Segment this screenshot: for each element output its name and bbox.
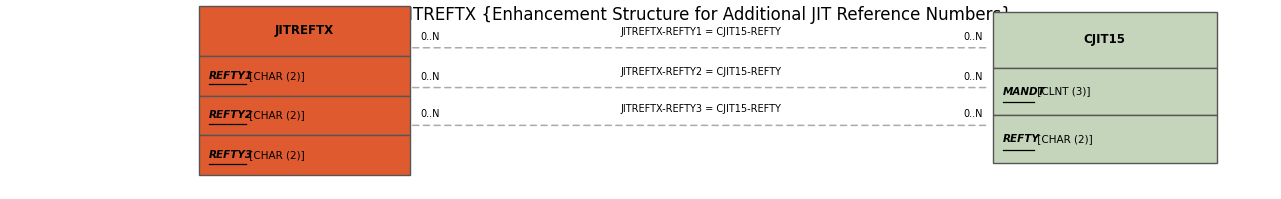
FancyBboxPatch shape: [993, 115, 1217, 163]
Text: MANDT: MANDT: [1003, 87, 1045, 97]
FancyBboxPatch shape: [199, 6, 410, 56]
Text: CJIT15: CJIT15: [1084, 33, 1126, 46]
FancyBboxPatch shape: [199, 135, 410, 175]
Text: [CHAR (2)]: [CHAR (2)]: [246, 71, 305, 81]
FancyBboxPatch shape: [199, 96, 410, 135]
Text: JITREFTX: JITREFTX: [274, 24, 334, 37]
Text: 0..N: 0..N: [963, 72, 983, 82]
Text: SAP ABAP table JITREFTX {Enhancement Structure for Additional JIT Reference Numb: SAP ABAP table JITREFTX {Enhancement Str…: [269, 6, 1012, 24]
Text: 0..N: 0..N: [420, 109, 439, 119]
Text: JITREFTX-REFTY2 = CJIT15-REFTY: JITREFTX-REFTY2 = CJIT15-REFTY: [621, 67, 781, 77]
FancyBboxPatch shape: [199, 56, 410, 96]
Text: 0..N: 0..N: [420, 72, 439, 82]
FancyBboxPatch shape: [993, 12, 1217, 68]
Text: 0..N: 0..N: [963, 109, 983, 119]
Text: JITREFTX-REFTY3 = CJIT15-REFTY: JITREFTX-REFTY3 = CJIT15-REFTY: [621, 104, 781, 114]
Text: [CHAR (2)]: [CHAR (2)]: [246, 150, 305, 160]
Text: REFTY: REFTY: [1003, 134, 1040, 144]
Text: REFTY3: REFTY3: [209, 150, 252, 160]
Text: REFTY2: REFTY2: [209, 110, 252, 120]
Text: 0..N: 0..N: [963, 32, 983, 42]
Text: JITREFTX-REFTY1 = CJIT15-REFTY: JITREFTX-REFTY1 = CJIT15-REFTY: [621, 27, 781, 37]
Text: REFTY1: REFTY1: [209, 71, 252, 81]
FancyBboxPatch shape: [993, 68, 1217, 115]
Text: 0..N: 0..N: [420, 32, 439, 42]
Text: [CLNT (3)]: [CLNT (3)]: [1034, 87, 1090, 97]
Text: [CHAR (2)]: [CHAR (2)]: [246, 110, 305, 120]
Text: [CHAR (2)]: [CHAR (2)]: [1034, 134, 1093, 144]
